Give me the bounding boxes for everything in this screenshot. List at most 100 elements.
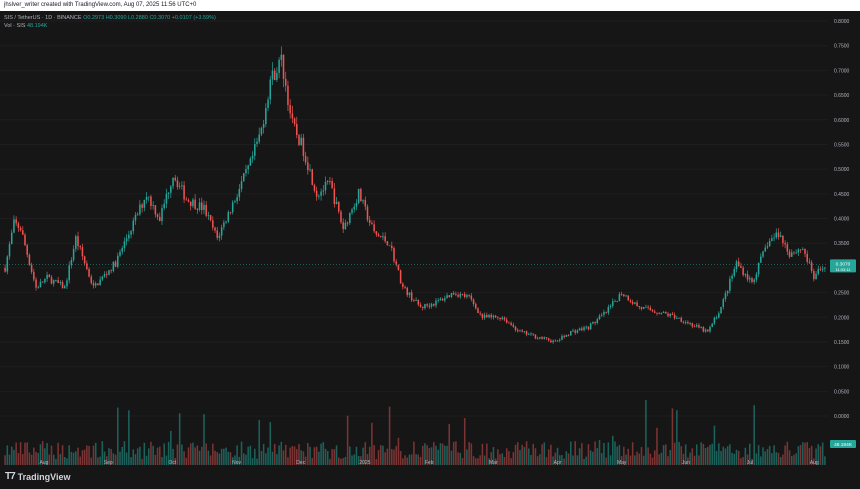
candle-body [410,292,413,301]
time-tick-label: Sep [104,460,113,466]
candle-body [66,280,68,287]
candle-body [273,70,276,81]
volume-bar [640,447,643,465]
volume-bar [419,456,422,465]
candle-body [556,340,559,342]
volume-bar [592,451,594,465]
volume-bar [684,444,687,465]
price-tick-label: 0.2500 [834,291,850,297]
volume-bar [382,445,384,465]
candle-body [603,311,605,315]
candle-body [353,206,356,210]
candle-body [68,265,70,281]
volume-bar [528,448,530,465]
candle-body [192,199,194,207]
candle-body [399,270,402,284]
tradingview-logo[interactable]: T7 TradingView [5,471,71,482]
volume-bar [671,408,674,465]
symbol-label[interactable]: SIS / TetherUS · 1D · BINANCE [4,15,82,21]
candle-body [598,315,601,320]
candle-body [514,326,517,331]
volume-bar [516,442,519,465]
candle-body [466,295,468,297]
candle-body [435,300,437,306]
candle-body [543,337,546,339]
time-tick-label: Feb [425,460,434,466]
candle-body [225,221,227,223]
volume-bar [260,450,263,465]
candle-body [83,256,86,264]
volume-bar [519,450,521,465]
time-tick-label: Nov [232,460,241,466]
volume-bar [13,449,15,465]
candle-body [209,215,212,221]
volume-bar [364,442,367,465]
candle-body [497,317,499,319]
candle-body [815,273,817,280]
volume-bar [428,447,431,465]
volume-label[interactable]: Vol · SIS [4,23,26,29]
candle-body [472,299,475,304]
volume-bar [788,450,791,465]
candle-body [10,232,13,245]
candle-body [634,302,636,304]
candle-body [165,193,168,204]
candle-body [278,59,280,73]
volume-bar [581,443,583,465]
volume-bar [665,444,667,465]
candle-body [528,334,530,335]
volume-bar [598,440,601,465]
candle-body [393,247,395,262]
candle-body [733,269,736,276]
candle-body [229,212,232,213]
candle-body [377,234,380,237]
volume-bar [676,410,678,465]
candle-body [563,335,565,337]
candle-body [722,299,725,307]
volume-bar [760,456,762,465]
volume-bar [353,454,356,465]
volume-bar [375,458,378,465]
time-tick-label: Aug [40,460,49,466]
volume-bar [494,458,497,465]
candle-body [760,256,762,263]
volume-bar [722,446,725,465]
candle-body [636,302,638,307]
volume-bar [205,443,207,465]
time-tick-label: May [617,460,627,466]
candle-body [276,72,278,81]
volume-bar [75,451,77,465]
candle-body [351,209,353,213]
volume-bar [234,455,236,465]
candle-body [280,54,283,60]
volume-bar [39,444,42,465]
candle-body [326,181,329,182]
volume-bar [680,446,683,465]
candle-body [742,267,744,275]
volume-bar [187,447,190,465]
candle-body [806,253,808,262]
price-chart[interactable]: 0.8000 0.7500 0.7000 0.6500 0.6000 0.5500 0.50… [0,11,860,466]
volume-bar [740,458,742,465]
volume-bar [486,443,488,465]
volume-bar [41,441,44,465]
volume-bar [399,450,402,465]
price-tick-label: 0.1500 [834,340,850,346]
volume-bar [587,444,590,465]
candle-body [804,249,806,254]
candle-body [729,278,731,291]
volume-bar [596,448,599,465]
volume-bar [94,442,97,465]
volume-bar [824,456,826,465]
volume-bar [457,452,459,465]
volume-bar [304,456,307,465]
candle-body [112,261,115,271]
candle-body [505,319,508,323]
candle-body [185,199,188,201]
volume-bar [510,458,512,465]
volume-tag [830,440,856,448]
candle-body [764,247,767,252]
volume-bar [541,444,543,465]
candle-body [718,313,720,318]
